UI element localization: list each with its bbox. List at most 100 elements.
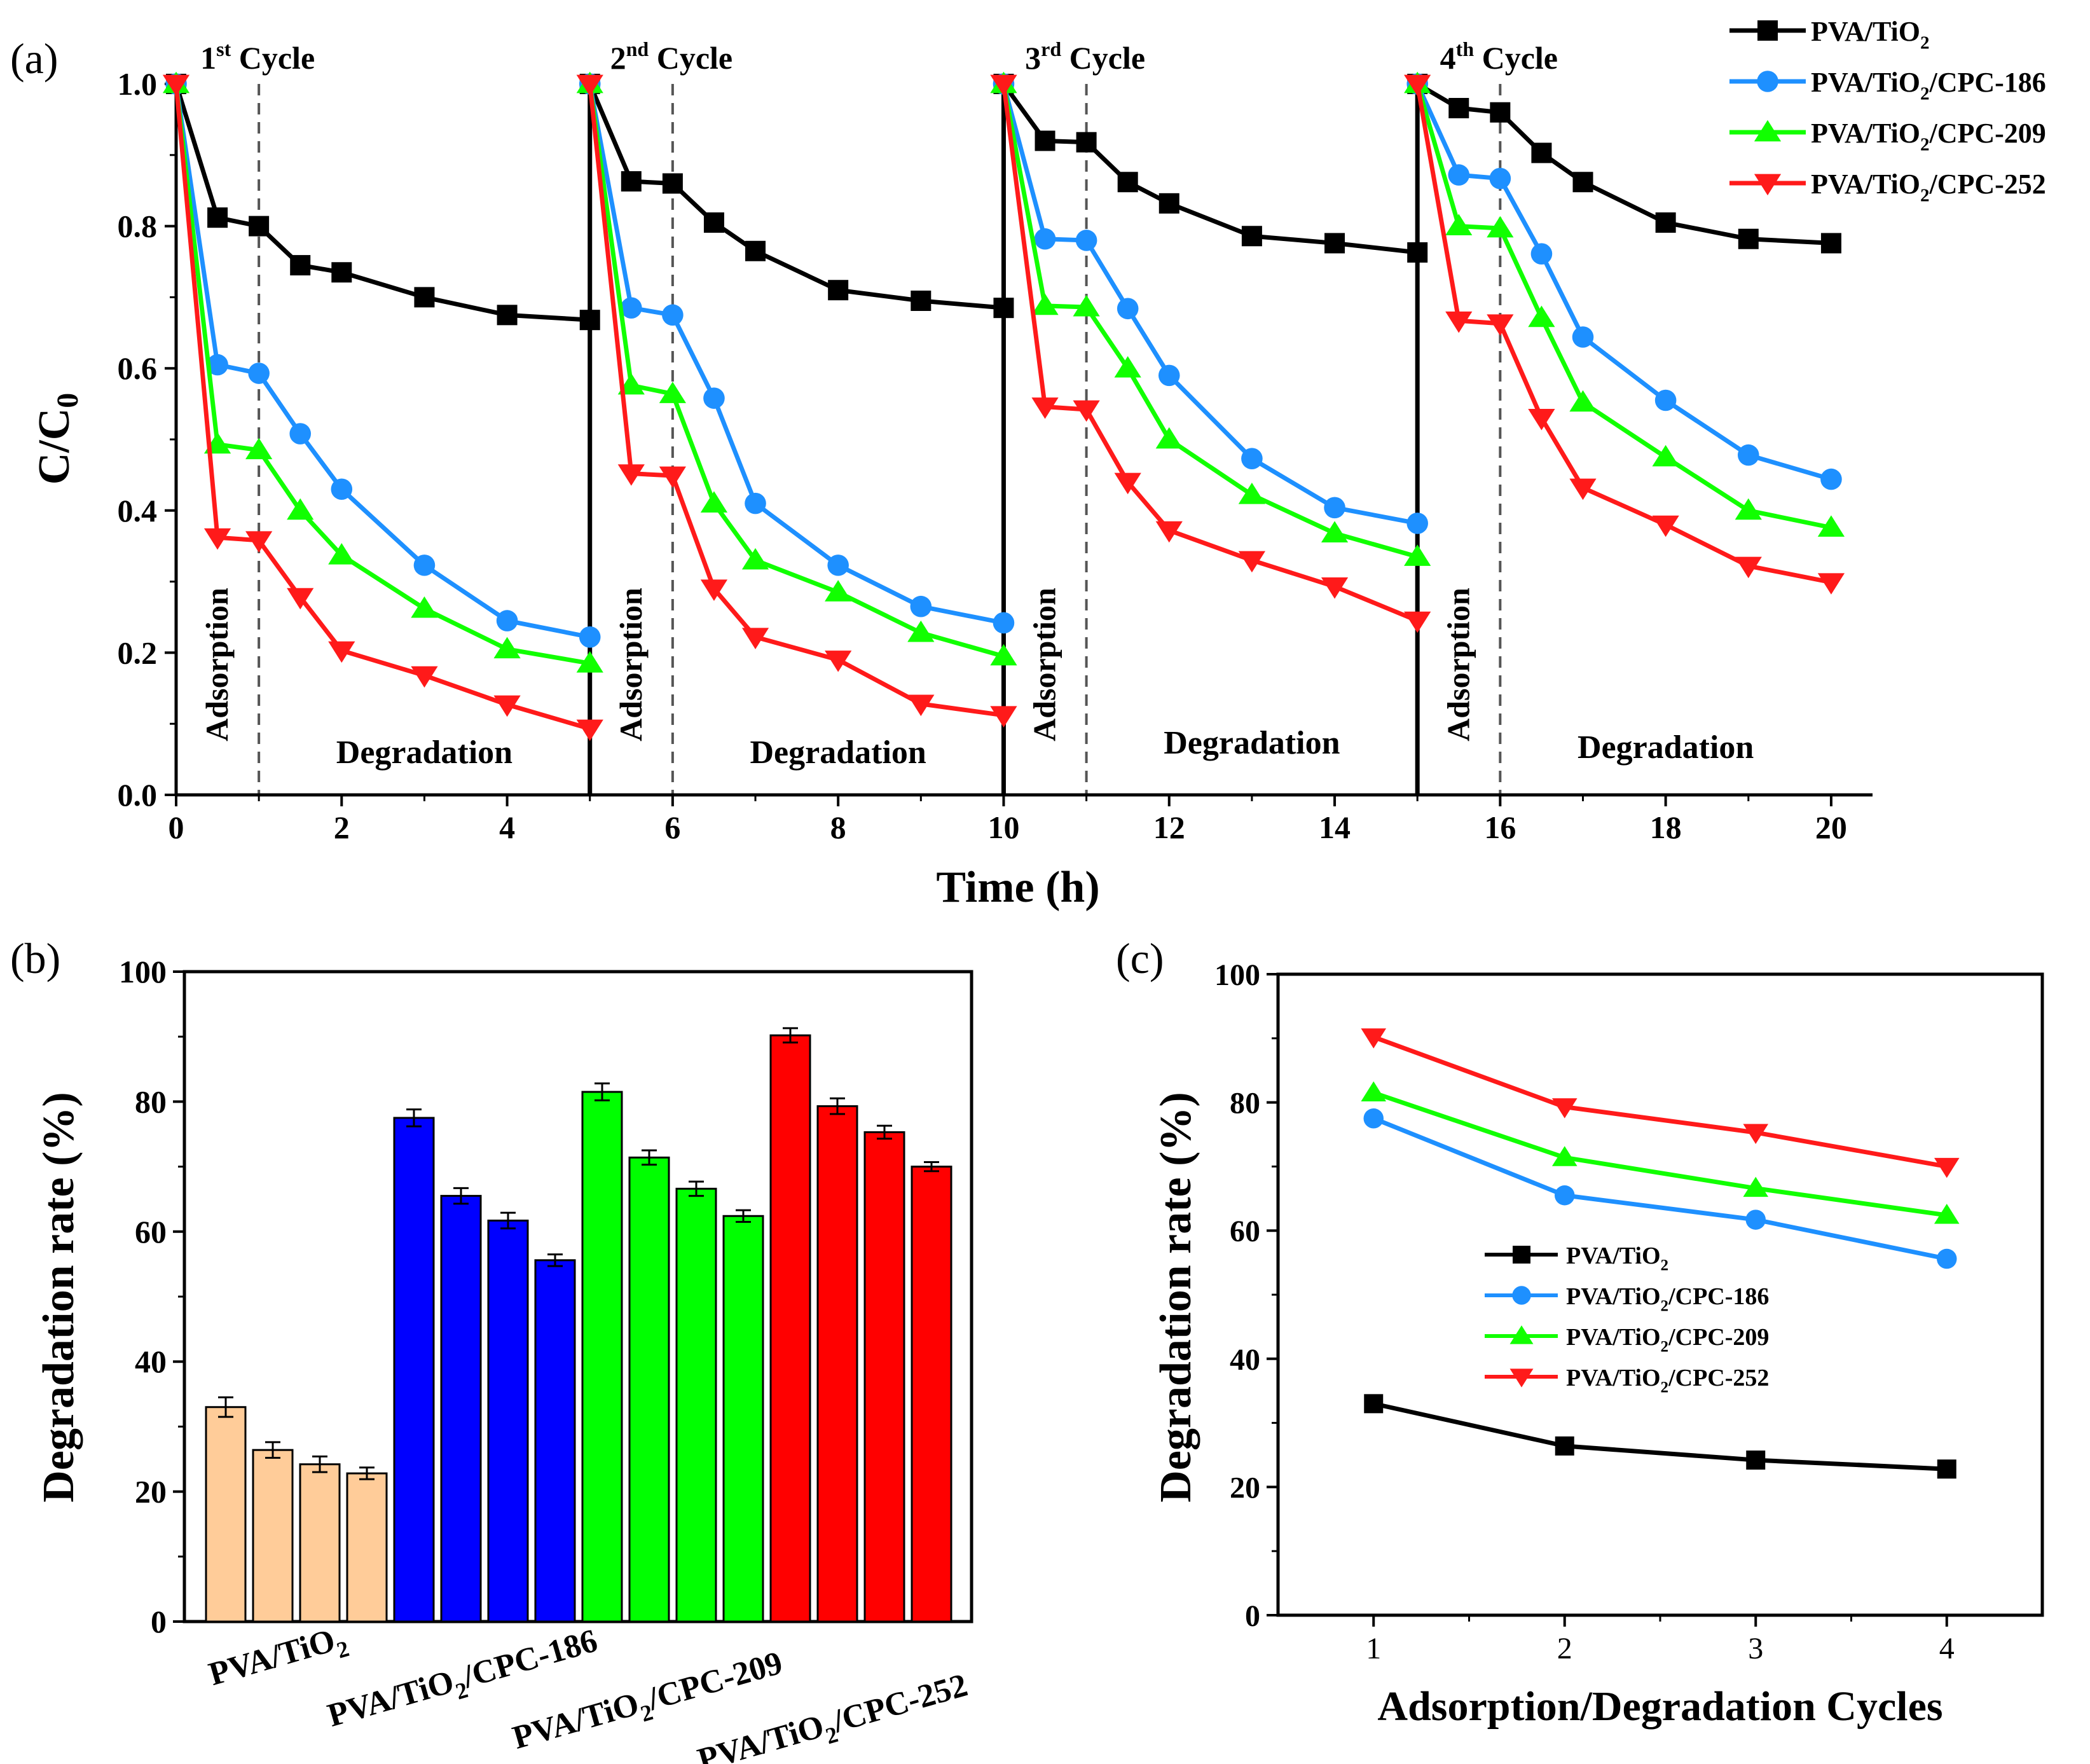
cycle-word: Cycle xyxy=(649,40,732,76)
series-2-point xyxy=(825,580,852,602)
panel-c-label: (c) xyxy=(1116,934,1164,982)
series-0-point xyxy=(1937,1459,1956,1479)
y-tick-label: 100 xyxy=(1214,958,1260,992)
legend-label-0-base: PVA/TiO xyxy=(1811,16,1920,47)
x-tick-label: 6 xyxy=(664,810,680,845)
group-label-tail: /CPC-252 xyxy=(828,1667,972,1740)
y-axis-title-main: C/C xyxy=(30,408,79,485)
series-3-point xyxy=(1404,74,1431,97)
legend-label-3-base: PVA/TiO xyxy=(1566,1365,1661,1391)
y-tick-label: 20 xyxy=(1230,1471,1260,1505)
x-axis-title: Time (h) xyxy=(936,863,1099,912)
series-3-point xyxy=(245,531,273,553)
series-2-cycle-2-line xyxy=(588,83,1005,659)
series-0-point xyxy=(1738,228,1759,249)
series-1-cycle-3-line xyxy=(1001,83,1418,526)
series-2-point xyxy=(907,620,935,642)
cycle-title-1: 1st Cycle xyxy=(200,38,315,76)
legend-label-3: PVA/TiO2/CPC-252 xyxy=(1811,169,2046,205)
y-axis-title: Degradation rate (%) xyxy=(1152,1092,1200,1502)
bar-0-0 xyxy=(205,1406,247,1623)
legend-label-1-sub: 2 xyxy=(1661,1298,1669,1315)
legend-marker xyxy=(1754,174,1782,196)
legend-marker xyxy=(1754,120,1782,142)
y-tick-label: 0 xyxy=(151,1604,167,1639)
degradation-label-3: Degradation xyxy=(1164,725,1340,761)
series-2-point xyxy=(659,382,686,403)
series-0-point xyxy=(662,173,683,194)
x-tick-label: 10 xyxy=(987,810,1019,845)
series-0-point xyxy=(1746,1450,1766,1470)
series-2-point xyxy=(1404,544,1431,566)
cycle-title-3: 3rd Cycle xyxy=(1025,38,1145,76)
series-0-cycle-4-line xyxy=(1416,81,1832,245)
series-3-point xyxy=(1487,314,1514,336)
series-1-point xyxy=(621,297,642,319)
series-2-point xyxy=(493,637,521,659)
y-tick-label: 80 xyxy=(135,1084,167,1119)
series-0-point xyxy=(1448,98,1469,119)
bar-1-0 xyxy=(393,1117,435,1623)
legend-marker xyxy=(1509,1368,1534,1388)
group-label-tail: /CPC-209 xyxy=(643,1644,787,1718)
bar-2-1 xyxy=(628,1156,670,1623)
cycle-word: Cycle xyxy=(1061,40,1145,76)
series-0-line xyxy=(1373,1401,1947,1471)
x-tick-label: 16 xyxy=(1484,810,1516,845)
panel-c: (c) 0 20 40 60 80 100 1 2 3 4 Adsorption/Degradatio… xyxy=(1116,934,2044,1730)
series-1-point xyxy=(289,423,312,444)
x-tick-label: 12 xyxy=(1153,810,1185,845)
legend-label-2-base: PVA/TiO xyxy=(1811,118,1920,149)
legend-marker xyxy=(1757,71,1778,92)
series-1-point xyxy=(1745,1209,1766,1230)
series-3-point xyxy=(576,719,603,741)
series-3-line xyxy=(1373,1035,1948,1169)
cycle-title-2: 2nd Cycle xyxy=(610,38,732,76)
series-3-point xyxy=(907,694,935,717)
series-0-point xyxy=(207,207,228,228)
series-0-point xyxy=(621,171,642,192)
series-0-point xyxy=(1407,242,1428,263)
series-0-point xyxy=(911,290,932,311)
series-1-cycle-1-line xyxy=(174,83,591,640)
series-1-point xyxy=(703,387,725,409)
series-3-point xyxy=(1528,409,1555,431)
series-3-point xyxy=(1445,311,1473,333)
legend-label-1: PVA/TiO2/CPC-186 xyxy=(1811,67,2046,104)
series-0-point xyxy=(579,310,600,331)
x-tick-label: 14 xyxy=(1319,810,1351,845)
legend-label-3-tail: /CPC-252 xyxy=(1668,1365,1769,1391)
bar-2-2 xyxy=(675,1187,717,1623)
series-1-point xyxy=(1530,243,1553,265)
series-2-point xyxy=(1743,1176,1769,1197)
series-0-cycle-1-line xyxy=(174,83,590,322)
series-0-point xyxy=(1158,193,1179,214)
series-0-point xyxy=(331,262,352,283)
series-1-point xyxy=(496,610,518,631)
series-1-point xyxy=(579,626,601,648)
series-1-point xyxy=(331,478,353,500)
legend-label-2-sub: 2 xyxy=(1920,134,1930,155)
series-2-point xyxy=(1031,293,1059,315)
adsorption-label-3: Adsorption xyxy=(1027,588,1062,741)
cycle-number: 1 xyxy=(200,40,216,76)
series-1-cycle-2-line xyxy=(588,83,1005,625)
series-2-point xyxy=(1817,515,1845,537)
y-tick-label: 0.0 xyxy=(118,777,158,813)
degradation-label-2: Degradation xyxy=(750,734,926,771)
x-axis-title: Adsorption/Degradation Cycles xyxy=(1377,1683,1942,1730)
series-1-point xyxy=(1654,389,1677,411)
cycle-ordinal: nd xyxy=(626,38,649,60)
series-2-point xyxy=(617,373,645,395)
legend-label-0: PVA/TiO2 xyxy=(1566,1243,1668,1274)
legend-c: PVA/TiO2PVA/TiO2/CPC-186PVA/TiO2/CPC-209… xyxy=(1485,1243,1769,1396)
series-2-point xyxy=(1934,1204,1960,1224)
x-tick-label: 4 xyxy=(499,810,515,845)
legend-label-0: PVA/TiO2 xyxy=(1811,16,1930,53)
series-0-point xyxy=(828,280,849,301)
series-1-point xyxy=(1937,1248,1957,1269)
bar-3-1 xyxy=(816,1105,858,1623)
series-0-point xyxy=(1555,1436,1574,1456)
panel-b-label: (b) xyxy=(10,934,60,982)
